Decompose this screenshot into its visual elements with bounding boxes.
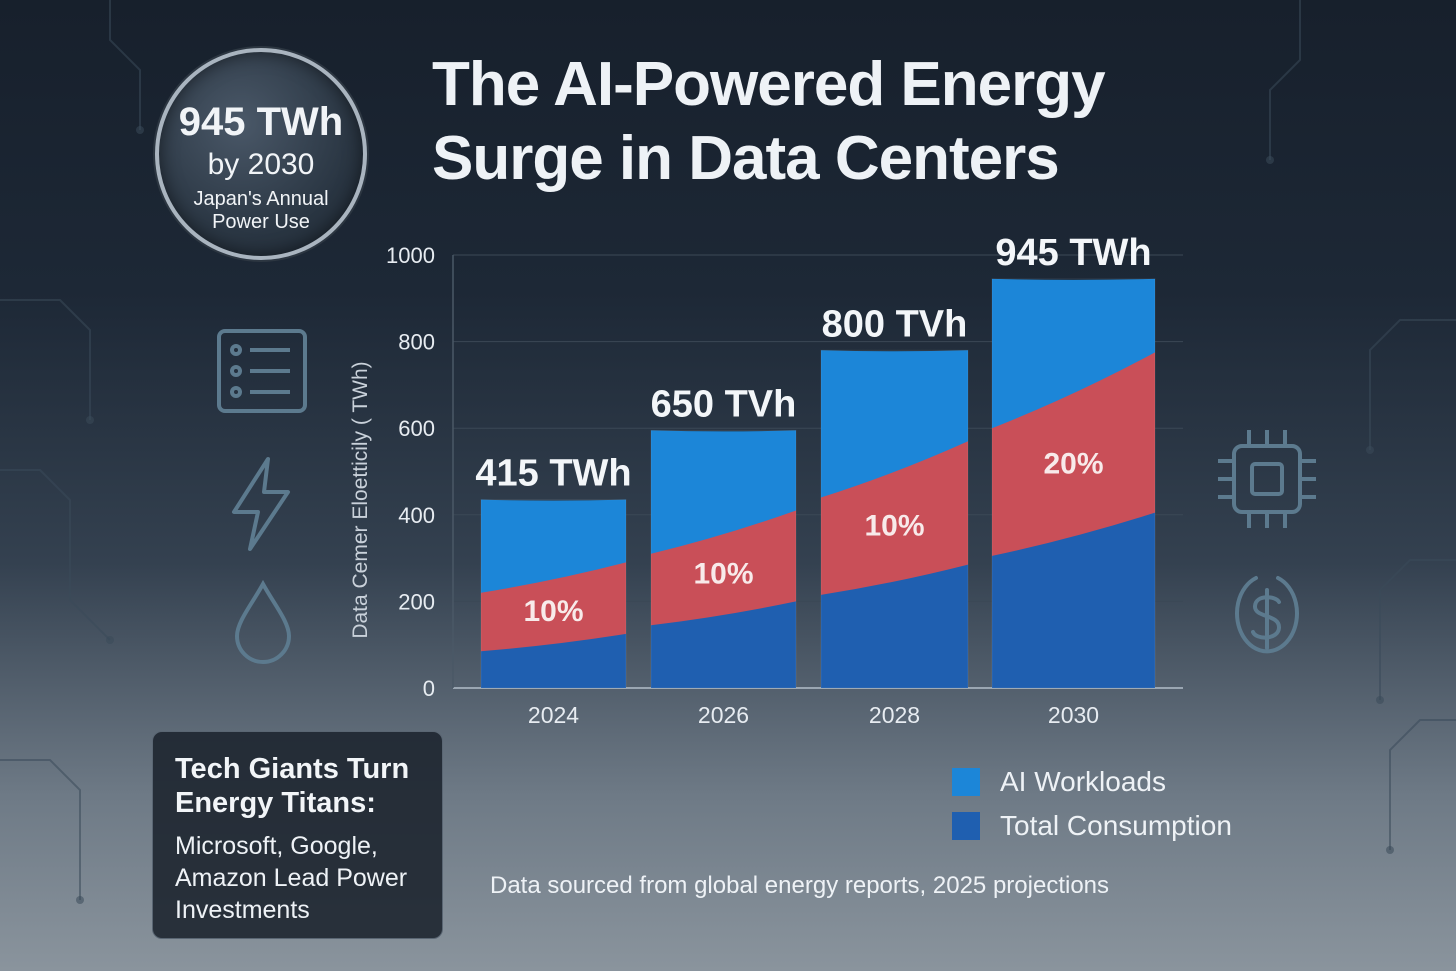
- share-label-2024: 10%: [523, 595, 583, 628]
- bar-2024: [480, 499, 627, 689]
- share-label-2030: 20%: [1043, 447, 1103, 480]
- total-label-2024: 415 TWh: [475, 453, 631, 495]
- highlight-badge: 945 TWh by 2030 Japan's Annual Power Use: [155, 48, 367, 260]
- bar-chart: 0 200 400 600 800 1000 415 TWh 10% 2024 650 TVh 10…: [349, 232, 1183, 728]
- bar-segment-total-consumption: [481, 633, 626, 688]
- dollar-coin-icon: [1235, 576, 1299, 654]
- title-line-1: The AI-Powered Energy: [432, 50, 1106, 119]
- server-list-icon: [217, 329, 307, 413]
- water-drop-icon: [234, 580, 292, 664]
- badge-value: 945 TWh: [178, 100, 344, 144]
- bar-outline: [650, 429, 797, 689]
- bar-segment-total-consumption: [992, 512, 1155, 688]
- y-tick-label: 200: [398, 589, 435, 614]
- source-note: Data sourced from global energy reports,…: [490, 872, 1110, 899]
- badge-year: by 2030: [207, 148, 315, 181]
- microchip-icon: [1218, 430, 1316, 528]
- share-label-2026: 10%: [693, 558, 753, 591]
- bar-2026: [650, 429, 797, 689]
- title-line-2: Surge in Data Centers: [432, 124, 1060, 193]
- total-label-2028: 800 TVh: [822, 303, 968, 345]
- y-axis-label: Data Cemer Eloetticily ( TWh): [349, 361, 372, 638]
- y-tick-label: 600: [398, 416, 435, 441]
- legend-item-ai-workloads: AI Workloads: [952, 760, 1232, 804]
- y-tick-label: 800: [398, 330, 435, 355]
- legend-label-total-consumption: Total Consumption: [1000, 810, 1232, 841]
- y-tick-label: 0: [423, 676, 435, 701]
- x-tick-label-2024: 2024: [528, 702, 579, 728]
- chart-title: The AI-Powered Energy Surge in Data Cent…: [432, 48, 1192, 196]
- x-tick-label-2026: 2026: [698, 702, 749, 728]
- lightning-bolt-icon: [232, 457, 290, 551]
- y-tick-label: 1000: [386, 243, 435, 268]
- bar-outline: [480, 499, 627, 689]
- x-tick-label-2030: 2030: [1048, 702, 1099, 728]
- total-label-2030: 945 TWh: [995, 232, 1151, 274]
- bar-2028: [820, 349, 969, 689]
- bar-outline: [820, 349, 969, 689]
- share-label-2028: 10%: [864, 510, 924, 543]
- legend: AI Workloads Total Consumption: [952, 760, 1232, 848]
- x-tick-label-2028: 2028: [869, 702, 920, 728]
- legend-swatch-total-consumption: [952, 812, 980, 840]
- note-heading: Tech Giants Turn Energy Titans:: [175, 753, 410, 819]
- bar-2030: [991, 278, 1156, 689]
- total-label-2026: 650 TVh: [651, 383, 797, 425]
- legend-item-total-consumption: Total Consumption: [952, 804, 1232, 848]
- legend-swatch-ai-workloads: [952, 768, 980, 796]
- bar-outline: [991, 278, 1156, 689]
- bar-segment-total-consumption: [821, 564, 968, 688]
- bar-segment-total-consumption: [651, 601, 796, 688]
- tech-giants-note: Tech Giants Turn Energy Titans: Microsof…: [152, 731, 443, 939]
- y-tick-label: 400: [398, 503, 435, 528]
- badge-description: Japan's Annual Power Use: [193, 188, 329, 233]
- legend-label-ai-workloads: AI Workloads: [1000, 766, 1166, 797]
- note-body: Microsoft, Google, Amazon Lead Power Inv…: [175, 832, 408, 924]
